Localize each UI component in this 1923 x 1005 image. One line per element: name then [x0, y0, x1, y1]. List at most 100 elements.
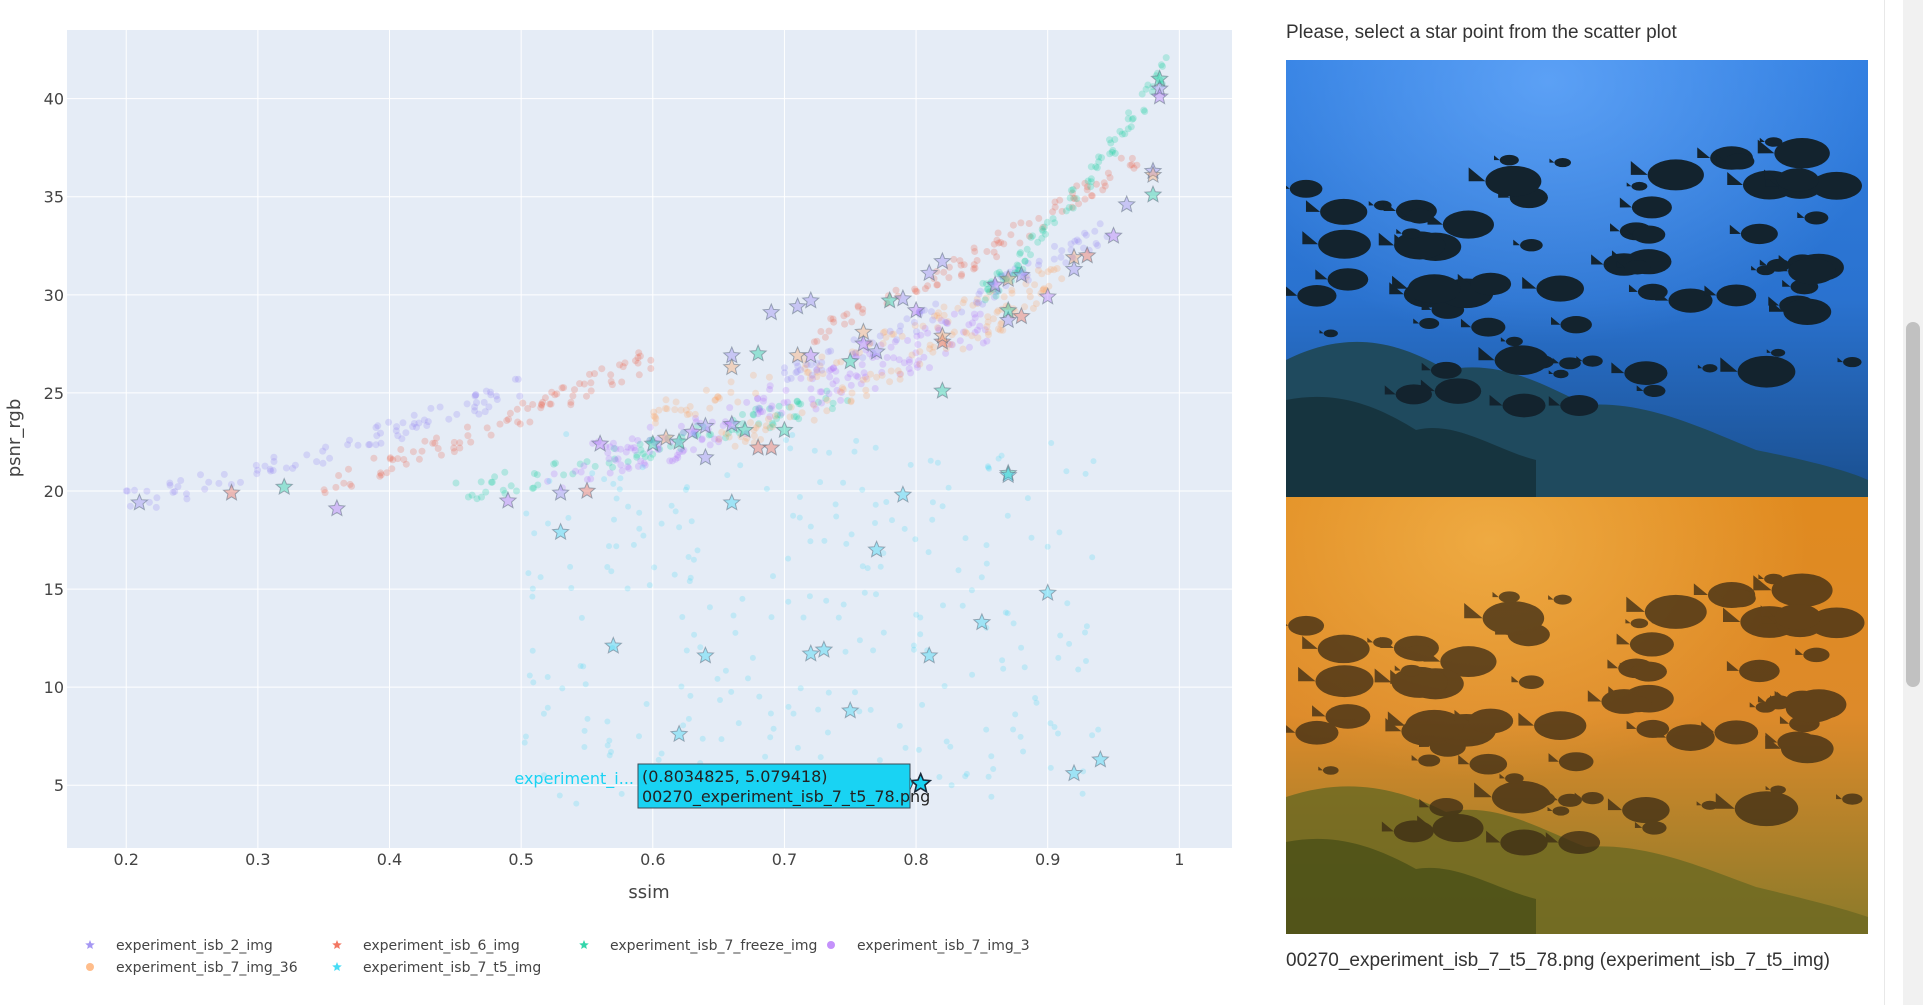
cloud-point: [926, 364, 933, 372]
star-point[interactable]: [933, 332, 952, 350]
star-point[interactable]: [551, 483, 570, 501]
star-point[interactable]: [1150, 69, 1169, 87]
star-point[interactable]: [840, 700, 860, 719]
star-point[interactable]: [854, 322, 873, 341]
legend[interactable]: experiment_isb_2_img experiment_isb_6_img…: [85, 938, 1030, 976]
y-tick-label: 5: [54, 776, 64, 795]
star-point[interactable]: [669, 724, 689, 743]
star-point[interactable]: [985, 275, 1005, 293]
star-point[interactable]: [788, 345, 807, 364]
star-point[interactable]: [735, 420, 755, 439]
star-point[interactable]: [893, 485, 913, 503]
star-point[interactable]: [998, 465, 1018, 484]
cloud-point: [919, 701, 926, 708]
star-point[interactable]: [577, 481, 597, 499]
star-point[interactable]: [696, 645, 715, 664]
cloud-point: [1083, 183, 1091, 191]
star-point[interactable]: [1104, 226, 1123, 244]
star-point[interactable]: [603, 636, 623, 654]
cloud-point: [1082, 629, 1088, 636]
star-point[interactable]: [761, 437, 781, 456]
star-point[interactable]: [880, 290, 900, 309]
cloud-point: [971, 314, 979, 322]
star-point[interactable]: [722, 414, 742, 433]
star-point[interactable]: [933, 251, 952, 270]
legend-item[interactable]: experiment_isb_7_t5_img: [332, 960, 541, 976]
star-point[interactable]: [1143, 184, 1163, 203]
star-point[interactable]: [1064, 259, 1084, 278]
star-point[interactable]: [498, 490, 518, 509]
cloud-point: [672, 398, 680, 406]
cloud-point: [825, 327, 833, 335]
legend-item[interactable]: experiment_isb_2_img: [85, 938, 273, 954]
star-point[interactable]: [748, 343, 768, 362]
star-point[interactable]: [1038, 286, 1058, 305]
scatter-plot[interactable]: 0.2 0.3 0.4 0.5 0.6 0.7 0.8 0.9 1 5 10 15 20 25 30 35 4…: [0, 0, 1262, 1005]
star-point[interactable]: [682, 422, 702, 441]
star-point[interactable]: [906, 300, 926, 319]
star-point[interactable]: [919, 645, 939, 664]
cloud-point: [1144, 81, 1152, 89]
fish-shape: [1811, 171, 1862, 200]
cloud-point: [807, 385, 815, 393]
star-point[interactable]: [222, 483, 241, 501]
star-point[interactable]: [801, 290, 821, 309]
star-point[interactable]: [788, 296, 807, 315]
star-point[interactable]: [972, 612, 992, 631]
star-point[interactable]: [643, 434, 663, 452]
star-point[interactable]: [590, 434, 610, 452]
hovered-star-point[interactable]: [909, 771, 933, 794]
cloud-point: [576, 380, 584, 388]
legend-item[interactable]: experiment_isb_6_img: [332, 938, 520, 954]
star-point[interactable]: [998, 269, 1018, 288]
star-point[interactable]: [130, 492, 149, 511]
star-point[interactable]: [933, 326, 952, 344]
star-point[interactable]: [1077, 245, 1097, 264]
star-point[interactable]: [1012, 306, 1031, 325]
star-point[interactable]: [696, 447, 715, 466]
star-point[interactable]: [867, 341, 886, 360]
star-point[interactable]: [761, 302, 781, 321]
cloud-point: [267, 467, 275, 475]
star-point[interactable]: [1143, 165, 1163, 184]
scatter-chart-svg[interactable]: 0.2 0.3 0.4 0.5 0.6 0.7 0.8 0.9 1 5 10 15 20 25 30 35 4…: [0, 0, 1262, 1005]
legend-item[interactable]: experiment_isb_7_freeze_img: [579, 938, 817, 954]
star-point[interactable]: [1150, 86, 1169, 105]
scrollbar-thumb[interactable]: [1906, 322, 1920, 687]
star-point[interactable]: [656, 428, 676, 446]
star-point[interactable]: [551, 522, 570, 541]
star-point[interactable]: [933, 381, 952, 399]
star-point[interactable]: [893, 288, 913, 307]
star-point[interactable]: [998, 300, 1018, 319]
star-point[interactable]: [814, 640, 834, 658]
star-point[interactable]: [998, 310, 1018, 329]
star-point[interactable]: [775, 420, 794, 439]
cloud-point: [580, 380, 588, 388]
star-point[interactable]: [274, 477, 294, 495]
star-point[interactable]: [1143, 161, 1163, 180]
star-point[interactable]: [1012, 265, 1031, 284]
cloud-point: [867, 706, 874, 713]
star-point[interactable]: [722, 492, 742, 511]
star-point[interactable]: [327, 498, 347, 517]
star-point[interactable]: [1064, 247, 1084, 266]
legend-item[interactable]: experiment_isb_7_img_36: [86, 960, 298, 976]
star-point[interactable]: [722, 357, 742, 376]
star-point[interactable]: [1038, 583, 1058, 601]
series-star-points[interactable]: [130, 69, 1169, 792]
star-point[interactable]: [867, 539, 886, 558]
cloud-point: [365, 441, 373, 449]
cloud-point: [841, 320, 849, 328]
legend-item[interactable]: experiment_isb_7_img_3: [827, 938, 1030, 954]
cloud-point: [539, 398, 547, 406]
star-point[interactable]: [669, 432, 689, 450]
fish-shape: [1740, 223, 1778, 245]
fish-shape: [1774, 138, 1830, 169]
star-point[interactable]: [854, 334, 873, 352]
star-point[interactable]: [840, 351, 860, 370]
star-point[interactable]: [919, 263, 939, 282]
star-point[interactable]: [1091, 749, 1110, 768]
star-point[interactable]: [801, 643, 821, 662]
star-point[interactable]: [1117, 194, 1137, 213]
star-point[interactable]: [1064, 763, 1084, 782]
